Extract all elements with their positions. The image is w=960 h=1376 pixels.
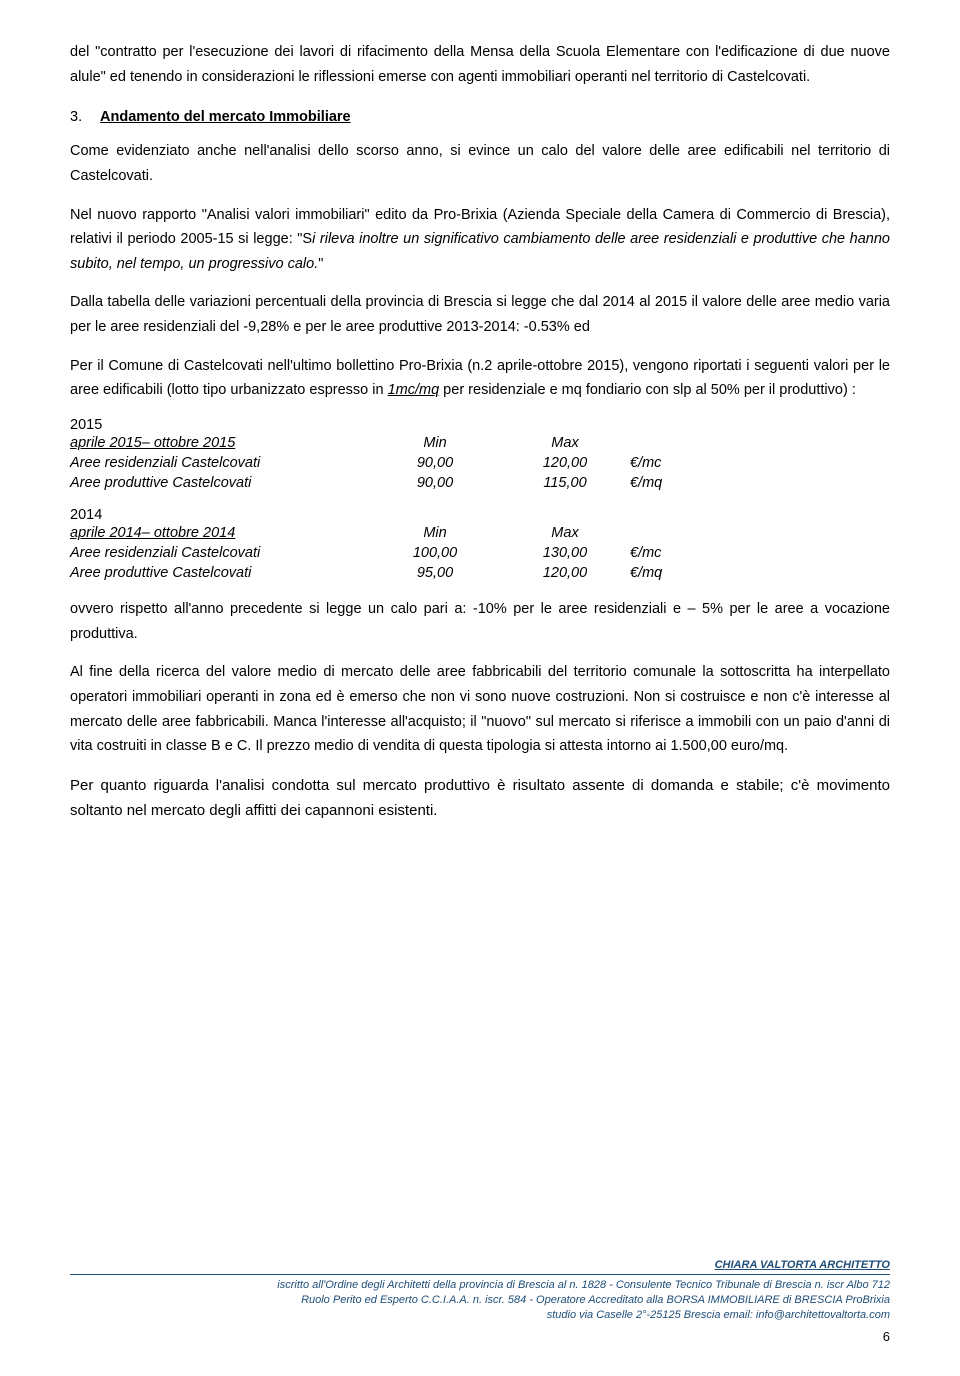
table-2014: aprile 2014– ottobre 2014 Min Max Aree r… <box>70 523 710 583</box>
table-row: Aree residenziali Castelcovati 100,00 13… <box>70 543 710 563</box>
paragraph-8: Per quanto riguarda l'analisi condotta s… <box>70 773 890 824</box>
table-header-row: aprile 2014– ottobre 2014 Min Max <box>70 523 710 543</box>
paragraph-5: Per il Comune di Castelcovati nell'ultim… <box>70 354 890 403</box>
table-row: Aree produttive Castelcovati 90,00 115,0… <box>70 473 710 493</box>
row-unit: €/mq <box>630 473 710 493</box>
header-max: Max <box>500 433 630 453</box>
row-max: 130,00 <box>500 543 630 563</box>
year-2015: 2015 <box>70 417 890 433</box>
paragraph-3: Nel nuovo rapporto "Analisi valori immob… <box>70 203 890 277</box>
row-label: Aree produttive Castelcovati <box>70 563 370 583</box>
footer-line-1: iscritto all'Ordine degli Architetti del… <box>70 1278 890 1293</box>
intro-paragraph: del "contratto per l'esecuzione dei lavo… <box>70 40 890 89</box>
paragraph-2: Come evidenziato anche nell'analisi dell… <box>70 139 890 188</box>
row-label: Aree residenziali Castelcovati <box>70 453 370 473</box>
p3-part-c: " <box>318 256 323 272</box>
row-min: 90,00 <box>370 473 500 493</box>
footer-line-3: studio via Caselle 2°-25125 Brescia emai… <box>70 1308 890 1323</box>
row-max: 120,00 <box>500 563 630 583</box>
page-footer: CHIARA VALTORTA ARCHITETTO iscritto all'… <box>70 1258 890 1346</box>
p5-underline: 1mc/mq <box>388 382 440 398</box>
section-number: 3. <box>70 109 96 125</box>
p5-part-c: per residenziale e mq fondiario con slp … <box>439 382 856 398</box>
header-unit <box>630 433 710 453</box>
paragraph-4: Dalla tabella delle variazioni percentua… <box>70 290 890 339</box>
paragraph-7: Al fine della ricerca del valore medio d… <box>70 660 890 759</box>
year-2014: 2014 <box>70 507 890 523</box>
footer-name: CHIARA VALTORTA ARCHITETTO <box>715 1259 890 1271</box>
table-header-row: aprile 2015– ottobre 2015 Min Max <box>70 433 710 453</box>
row-max: 120,00 <box>500 453 630 473</box>
period-2014: aprile 2014– ottobre 2014 <box>70 523 370 543</box>
header-min: Min <box>370 523 500 543</box>
header-unit <box>630 523 710 543</box>
table-row: Aree residenziali Castelcovati 90,00 120… <box>70 453 710 473</box>
section-title: Andamento del mercato Immobiliare <box>100 109 351 125</box>
row-unit: €/mc <box>630 453 710 473</box>
footer-line-2: Ruolo Perito ed Esperto C.C.I.A.A. n. is… <box>70 1293 890 1308</box>
row-unit: €/mc <box>630 543 710 563</box>
footer-divider <box>70 1274 890 1275</box>
header-min: Min <box>370 433 500 453</box>
paragraph-6: ovvero rispetto all'anno precedente si l… <box>70 597 890 646</box>
row-label: Aree residenziali Castelcovati <box>70 543 370 563</box>
row-min: 90,00 <box>370 453 500 473</box>
row-unit: €/mq <box>630 563 710 583</box>
row-label: Aree produttive Castelcovati <box>70 473 370 493</box>
table-2015: aprile 2015– ottobre 2015 Min Max Aree r… <box>70 433 710 493</box>
header-max: Max <box>500 523 630 543</box>
row-min: 95,00 <box>370 563 500 583</box>
row-max: 115,00 <box>500 473 630 493</box>
section-heading: 3. Andamento del mercato Immobiliare <box>70 109 890 125</box>
period-2015: aprile 2015– ottobre 2015 <box>70 433 370 453</box>
table-row: Aree produttive Castelcovati 95,00 120,0… <box>70 563 710 583</box>
page-number: 6 <box>70 1328 890 1346</box>
row-min: 100,00 <box>370 543 500 563</box>
